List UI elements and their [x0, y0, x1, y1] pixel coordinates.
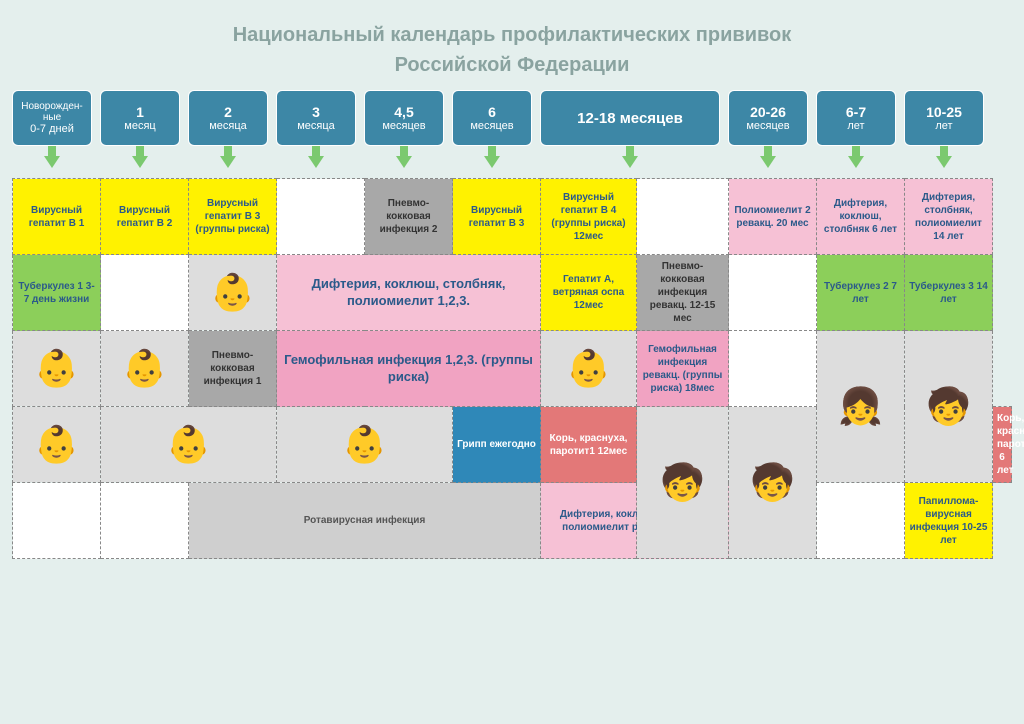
- arrow-row: [12, 150, 1012, 174]
- baby-photo: [189, 255, 277, 331]
- cell-hib-revacc: Гемофильная инфекция ревакц. (группы рис…: [637, 331, 729, 407]
- arrow-icon: [12, 150, 92, 174]
- cell-tb-1: Туберкулез 1 3-7 день жизни: [13, 255, 101, 331]
- baby-photo: [277, 407, 453, 483]
- table-row: Вирусный гепатит В 1 Вирусный гепатит В …: [13, 179, 1012, 255]
- cell-empty: [729, 331, 817, 407]
- age-header-9: 10-25 лет: [904, 90, 984, 146]
- cell-hpv: Папиллома-вирусная инфекция 10-25 лет: [905, 483, 993, 559]
- child-photo: [729, 407, 817, 559]
- cell-hib-123: Гемофильная инфекция 1,2,3. (группы риск…: [277, 331, 541, 407]
- cell-empty: [13, 483, 101, 559]
- table-row: Ротавирусная инфекция Дифтерия, коклюш, …: [13, 483, 1012, 559]
- title-line-1: Национальный календарь профилактических …: [0, 20, 1024, 50]
- cell-empty: [729, 255, 817, 331]
- cell-tb-3: Туберкулез 3 14 лет: [905, 255, 993, 331]
- age-header-4: 4,5 месяцев: [364, 90, 444, 146]
- cell-hepb-3-risk: Вирусный гепатит В 3 (группы риска): [189, 179, 277, 255]
- cell-hepb-3: Вирусный гепатит В 3: [453, 179, 541, 255]
- cell-empty: [101, 483, 189, 559]
- age-header-1: 1 месяц: [100, 90, 180, 146]
- title-line-2: Российской Федерации: [0, 50, 1024, 80]
- age-header-5: 6 месяцев: [452, 90, 532, 146]
- child-photo: [905, 331, 993, 483]
- age-header-2: 2 месяца: [188, 90, 268, 146]
- child-photo: [817, 331, 905, 483]
- cell-tb-2: Туберкулез 2 7 лет: [817, 255, 905, 331]
- age-header-6: 12-18 месяцев: [540, 90, 720, 146]
- age-header-7: 20-26 месяцев: [728, 90, 808, 146]
- cell-empty: [277, 179, 365, 255]
- vaccination-chart: Новорожден-ные 0-7 дней 1 месяц 2 месяца…: [0, 90, 1024, 559]
- cell-flu: Грипп ежегодно: [453, 407, 541, 483]
- cell-hepa: Гепатит А, ветряная оспа 12мес: [541, 255, 637, 331]
- cell-rotavirus: Ротавирусная инфекция: [189, 483, 541, 559]
- cell-dtp-14y: Дифтерия, столбняк, полиомиелит 14 лет: [905, 179, 993, 255]
- table-row: Туберкулез 1 3-7 день жизни Дифтерия, ко…: [13, 255, 1012, 331]
- cell-hepb-2: Вирусный гепатит В 2: [101, 179, 189, 255]
- age-header-0: Новорожден-ные 0-7 дней: [12, 90, 92, 146]
- arrow-icon: [816, 150, 896, 174]
- cell-mmr-2: Корь, краснуха, паротит2 6 лет: [993, 407, 1012, 483]
- baby-photo: [101, 407, 277, 483]
- cell-pneumo-revacc: Пневмо-кокковая инфекция ревакц. 12-15 м…: [637, 255, 729, 331]
- arrow-icon: [276, 150, 356, 174]
- cell-hepb-1: Вирусный гепатит В 1: [13, 179, 101, 255]
- vaccine-grid: Вирусный гепатит В 1 Вирусный гепатит В …: [12, 178, 1012, 559]
- cell-pneumo-2: Пневмо-кокковая инфекция 2: [365, 179, 453, 255]
- arrow-icon: [188, 150, 268, 174]
- cell-empty: [637, 179, 729, 255]
- cell-polio-revacc: Полиомиелит 2 ревакц. 20 мес: [729, 179, 817, 255]
- child-photo: [637, 407, 729, 559]
- age-header-3: 3 месяца: [276, 90, 356, 146]
- cell-empty: [101, 255, 189, 331]
- arrow-icon: [904, 150, 984, 174]
- baby-photo: [13, 407, 101, 483]
- cell-mmr-1: Корь, краснуха, паротит1 12мес: [541, 407, 637, 483]
- cell-dtp-123: Дифтерия, коклюш, столбняк, полиомиелит …: [277, 255, 541, 331]
- arrow-icon: [364, 150, 444, 174]
- arrow-icon: [728, 150, 808, 174]
- arrow-icon: [100, 150, 180, 174]
- age-header-row: Новорожден-ные 0-7 дней 1 месяц 2 месяца…: [12, 90, 1012, 146]
- baby-photo: [541, 331, 637, 407]
- baby-photo: [101, 331, 189, 407]
- age-header-8: 6-7 лет: [816, 90, 896, 146]
- baby-photo: [13, 331, 101, 407]
- table-row: Пневмо-кокковая инфекция 1 Гемофильная и…: [13, 331, 1012, 407]
- cell-pneumo-1: Пневмо-кокковая инфекция 1: [189, 331, 277, 407]
- page-title: Национальный календарь профилактических …: [0, 0, 1024, 90]
- arrow-icon: [540, 150, 720, 174]
- cell-hepb-4: Вирусный гепатит В 4 (группы риска) 12ме…: [541, 179, 637, 255]
- cell-empty: [817, 483, 905, 559]
- arrow-icon: [452, 150, 532, 174]
- cell-dtp-6y: Дифтерия, коклюш, столбняк 6 лет: [817, 179, 905, 255]
